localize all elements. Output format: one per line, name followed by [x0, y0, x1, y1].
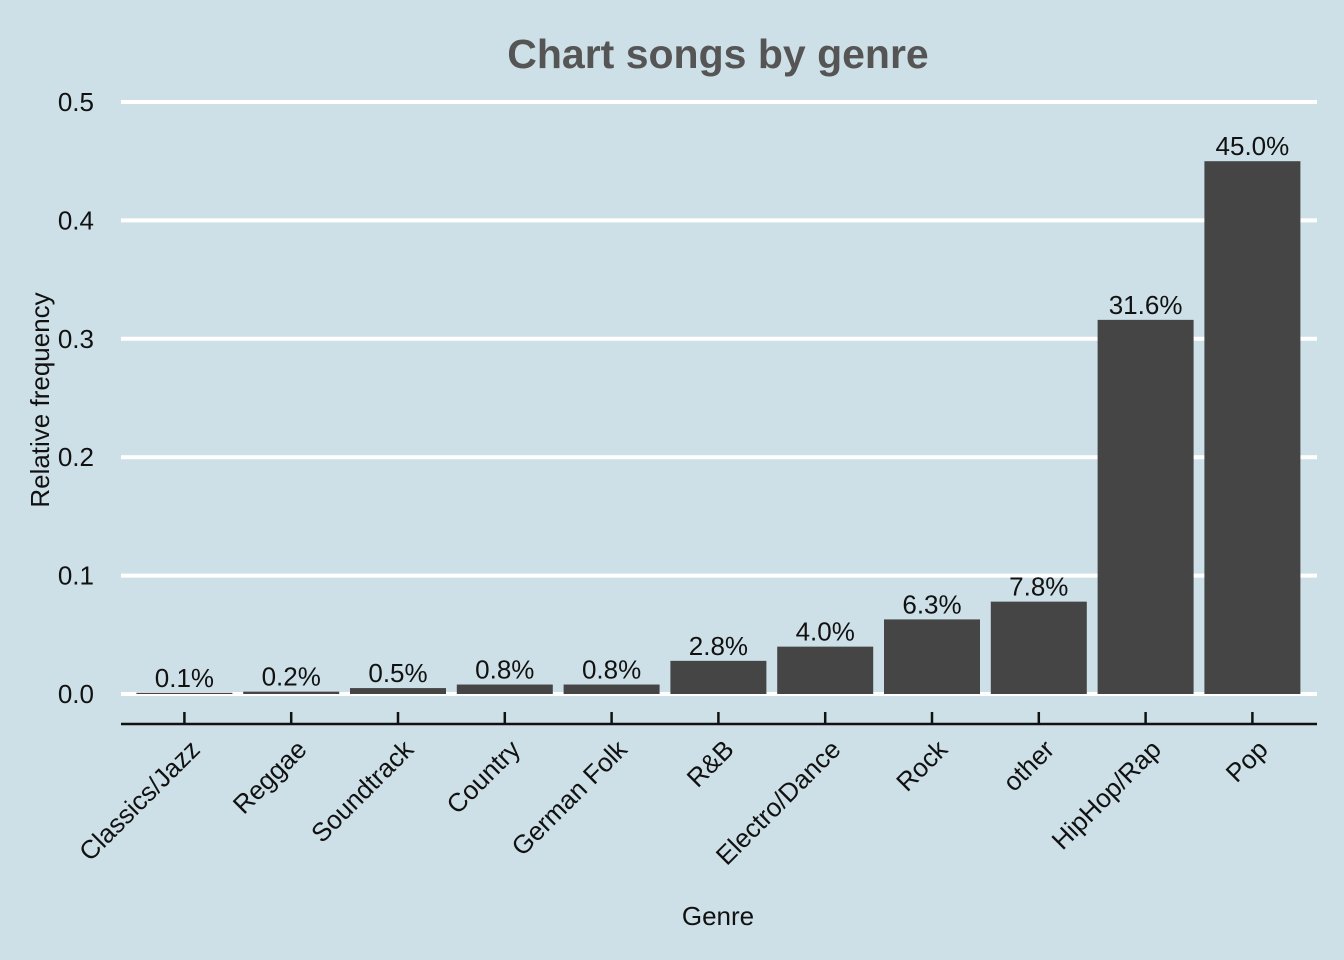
data-label: 45.0% [1216, 131, 1290, 161]
data-labels: 0.1% 0.2% 0.5% 0.8% 0.8% 2.8% 4.0% 6.3% 7.8% 31.6… [155, 131, 1290, 693]
bar [136, 692, 233, 694]
bar [1204, 161, 1301, 694]
bar [884, 619, 980, 694]
y-tick-label: 0.5 [58, 87, 94, 117]
data-label: 7.8% [1009, 572, 1068, 602]
bar [350, 688, 446, 694]
data-label: 2.8% [689, 631, 748, 661]
y-tick-label: 0.1 [58, 561, 94, 591]
y-axis-label: Relative frequency [25, 292, 55, 507]
y-tick-label: 0.4 [58, 205, 94, 235]
bar [243, 691, 340, 694]
data-label: 4.0% [796, 617, 855, 647]
x-axis-label: Genre [682, 901, 754, 931]
bar [1097, 319, 1194, 694]
y-tick-label: 0.2 [58, 442, 94, 472]
data-label: 0.5% [368, 658, 427, 688]
data-label: 0.2% [262, 662, 321, 692]
bar [670, 660, 767, 694]
data-label: 6.3% [902, 589, 961, 619]
bar [563, 684, 660, 694]
bar [456, 684, 553, 694]
data-label: 0.8% [582, 655, 641, 685]
y-tick-label: 0.3 [58, 324, 94, 354]
data-label: 31.6% [1109, 290, 1183, 320]
bar [777, 646, 874, 694]
bar [990, 601, 1087, 694]
y-tick-label: 0.0 [58, 679, 94, 709]
data-label: 0.8% [475, 655, 534, 685]
bars [136, 161, 1301, 694]
chart-title: Chart songs by genre [507, 31, 928, 77]
data-label: 0.1% [155, 663, 214, 693]
y-axis-ticks: 0.0 0.1 0.2 0.3 0.4 0.5 [58, 87, 94, 709]
